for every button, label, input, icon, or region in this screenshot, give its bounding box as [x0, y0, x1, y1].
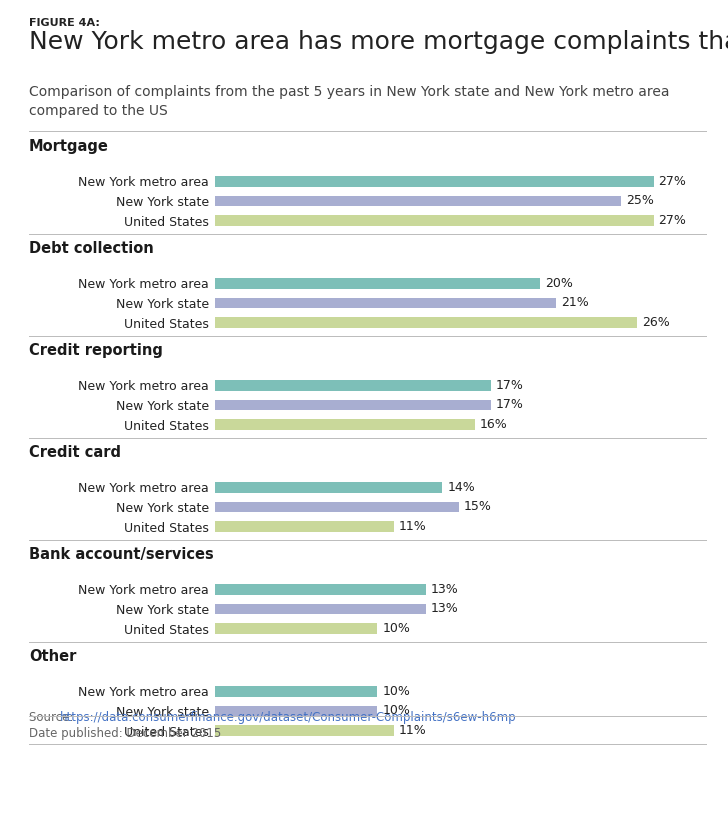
- Text: 20%: 20%: [545, 277, 573, 290]
- Text: 14%: 14%: [447, 481, 475, 494]
- Text: Credit card: Credit card: [29, 445, 121, 459]
- Bar: [215, 502, 459, 512]
- Text: 11%: 11%: [398, 725, 426, 738]
- Bar: [215, 196, 621, 206]
- Text: 27%: 27%: [659, 175, 687, 188]
- Text: 11%: 11%: [398, 521, 426, 534]
- Text: New York metro area has more mortgage complaints than New York state: New York metro area has more mortgage co…: [29, 30, 728, 54]
- Bar: [215, 706, 377, 716]
- Text: Date published: December 2015: Date published: December 2015: [29, 727, 221, 740]
- Bar: [215, 481, 443, 493]
- Bar: [215, 604, 426, 614]
- Text: Debt collection: Debt collection: [29, 241, 154, 255]
- Text: FIGURE 4A:: FIGURE 4A:: [29, 18, 100, 28]
- Text: 10%: 10%: [382, 623, 410, 636]
- Text: Bank account/services: Bank account/services: [29, 547, 214, 561]
- Bar: [215, 400, 491, 410]
- Bar: [215, 725, 394, 736]
- Text: 17%: 17%: [496, 398, 524, 411]
- Text: 27%: 27%: [659, 215, 687, 228]
- Bar: [215, 623, 377, 634]
- Text: 10%: 10%: [382, 704, 410, 717]
- Text: 25%: 25%: [626, 194, 654, 207]
- Text: 10%: 10%: [382, 685, 410, 698]
- Bar: [215, 215, 654, 226]
- Text: 13%: 13%: [431, 583, 459, 596]
- Text: Other: Other: [29, 649, 76, 663]
- Bar: [215, 685, 377, 697]
- Text: Mortgage: Mortgage: [29, 139, 109, 153]
- Text: 17%: 17%: [496, 379, 524, 392]
- Text: https://data.consumerfinance.gov/dataset/Consumer-Complaints/s6ew-h6mp: https://data.consumerfinance.gov/dataset…: [60, 711, 516, 724]
- Bar: [215, 583, 426, 595]
- Text: 21%: 21%: [561, 296, 589, 309]
- Text: 13%: 13%: [431, 602, 459, 615]
- Bar: [215, 175, 654, 187]
- Text: Comparison of complaints from the past 5 years in New York state and New York me: Comparison of complaints from the past 5…: [29, 85, 670, 118]
- Bar: [215, 419, 475, 430]
- Bar: [215, 277, 540, 289]
- Bar: [215, 521, 394, 532]
- Bar: [215, 379, 491, 391]
- Bar: [215, 317, 638, 328]
- Bar: [215, 298, 556, 308]
- Text: Credit reporting: Credit reporting: [29, 343, 163, 357]
- Text: Source:: Source:: [29, 711, 77, 724]
- Text: 26%: 26%: [642, 317, 670, 330]
- Text: 16%: 16%: [480, 419, 507, 432]
- Text: 15%: 15%: [464, 500, 491, 513]
